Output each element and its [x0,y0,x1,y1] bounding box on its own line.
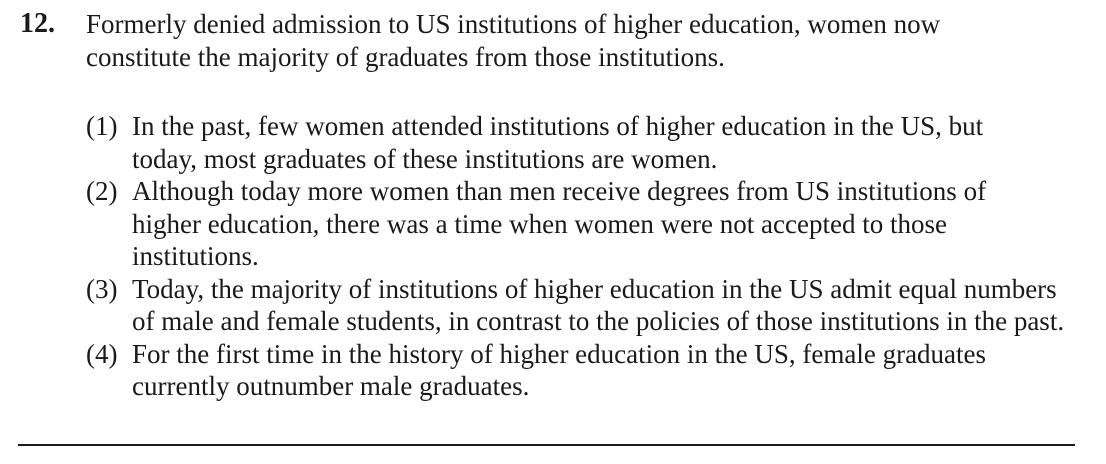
answer-option-2[interactable]: (2) Although today more women than men r… [86,175,1090,273]
option-label: (2) [86,176,118,206]
question-block: 12. Formerly denied admission to US inst… [20,8,1090,403]
bottom-divider [18,444,1075,446]
option-label: (3) [86,273,118,304]
answer-option-4[interactable]: (4) For the first time in the history of… [86,338,1090,403]
option-text: For the first time in the history of hig… [132,338,987,402]
option-label: (4) [86,338,118,369]
answer-options: (1) In the past, few women attended inst… [86,110,1090,403]
option-text: Although today more women than men recei… [132,176,987,271]
option-text: In the past, few women attended institut… [132,111,984,174]
question-stem-text: Formerly denied admission to US institut… [86,9,941,72]
answer-option-3[interactable]: (3) Today, the majority of institutions … [86,273,1090,338]
question-stem: 12. Formerly denied admission to US inst… [20,8,1090,74]
answer-option-1[interactable]: (1) In the past, few women attended inst… [86,110,1090,175]
option-text: Today, the majority of institutions of h… [132,273,1065,337]
question-number: 12. [20,8,55,39]
option-label: (1) [86,111,118,141]
